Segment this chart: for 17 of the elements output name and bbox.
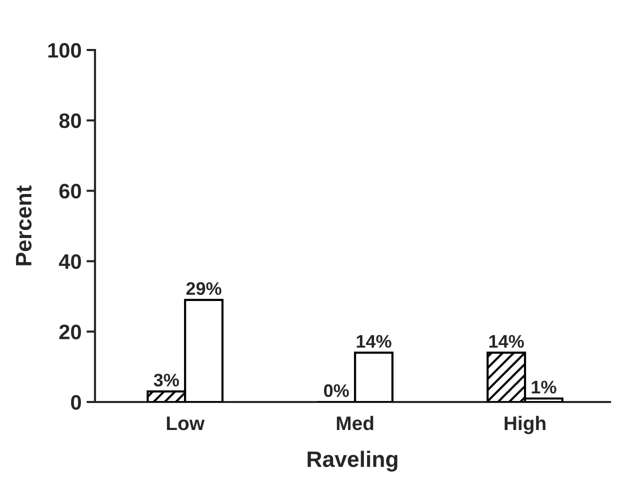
data-label: 14% <box>489 335 524 348</box>
y-tick-label: 80 <box>59 113 81 128</box>
x-tick-label: Low <box>166 416 205 430</box>
data-label: 1% <box>532 380 556 394</box>
x-tick-label: High <box>504 416 546 434</box>
x-axis-title: Raveling <box>308 450 398 472</box>
y-tick-label: 20 <box>59 324 81 340</box>
y-tick-label: 100 <box>48 43 81 58</box>
y-axis-title: Percent <box>16 186 32 266</box>
x-tick-label: Med <box>336 416 374 430</box>
y-tick-label: 40 <box>58 254 81 269</box>
data-label: 0% <box>324 384 349 398</box>
data-label: 3% <box>154 374 179 387</box>
y-tick-label: 0 <box>71 395 81 410</box>
data-label: 14% <box>356 335 392 348</box>
y-tick-label: 60 <box>59 184 81 199</box>
data-label: 29% <box>186 282 222 295</box>
